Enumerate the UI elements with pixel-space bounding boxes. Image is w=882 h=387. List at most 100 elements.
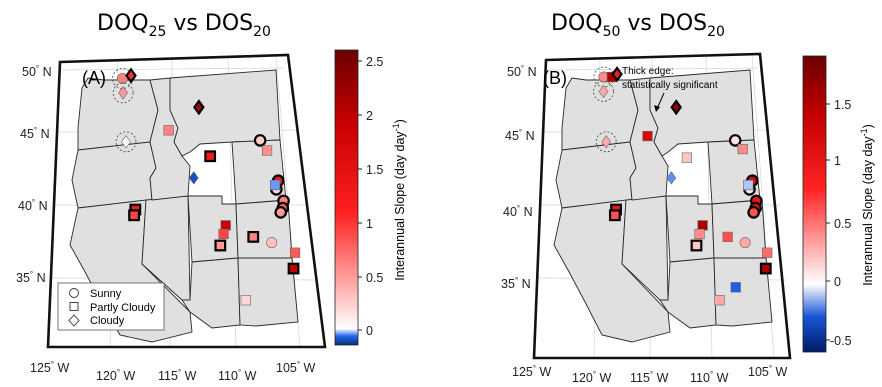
legend-partly-cloudy: Partly Cloudy [90, 302, 156, 314]
station-dashed-ring [115, 131, 137, 153]
lon-label: 115° W [158, 368, 197, 383]
colorbar-b: 1.5 1 0.5 0 -0.5 Interannual Slope (day … [802, 55, 875, 353]
svg-text:1: 1 [834, 154, 841, 168]
station-marker-square [261, 145, 273, 156]
colorbar-gradient [802, 55, 827, 353]
lat-labels-a: 50° N 45° N 40° N 35° N [16, 64, 52, 285]
colorbar-label-a: Interannual Slope (day day-1) [391, 119, 407, 281]
station-marker-diamond [125, 67, 137, 84]
stations-layer-b [593, 66, 773, 306]
station-marker-square [697, 220, 708, 231]
lon-label: 115° W [630, 370, 669, 385]
map-frame [46, 53, 327, 349]
station-marker-square [737, 143, 748, 155]
state-washington [77, 77, 159, 151]
lat-labels-b: 50° N 45° N 40° N 35° N [501, 64, 537, 291]
diamond-marker-icon [68, 314, 80, 327]
colorbar-ticks: 2.5 2 1.5 1 0.5 0 [358, 55, 383, 338]
station-marker-circle [728, 134, 742, 147]
station-marker-circle [266, 237, 278, 249]
svg-text:1.5: 1.5 [834, 98, 851, 112]
station-marker-square [694, 228, 705, 240]
lon-labels-a: 125° W 120° W 115° W 110° W 105° W [30, 360, 316, 383]
panel-a-map [46, 53, 327, 349]
station-marker-square [722, 231, 733, 242]
station-marker-square [204, 150, 217, 163]
svg-text:0.5: 0.5 [834, 217, 851, 231]
station-marker-square [642, 130, 653, 142]
station-marker-square [690, 239, 703, 252]
square-marker-icon [69, 302, 79, 311]
station-marker-square [240, 295, 251, 306]
station-marker-diamond [118, 86, 128, 100]
station-marker-square [608, 209, 621, 222]
station-marker-diamond [193, 99, 205, 116]
lon-label: 105° W [276, 360, 316, 375]
svg-text:1: 1 [366, 217, 373, 231]
station-dashed-ring [112, 82, 134, 104]
svg-text:-0.5: -0.5 [830, 334, 852, 348]
circle-marker-icon [69, 288, 79, 298]
panel-b-map [532, 52, 792, 360]
svg-text:2: 2 [366, 109, 373, 123]
station-marker-square [759, 262, 772, 275]
lat-label: 35° N [16, 270, 46, 285]
station-marker-circle [274, 206, 288, 219]
panel-a: DOQ25 vs DOS20 [16, 11, 407, 383]
station-marker-square [128, 209, 140, 222]
station-marker-square [214, 239, 227, 252]
lat-label: 40° N [503, 204, 533, 219]
lon-label: 120° W [96, 368, 136, 383]
svg-text:0.5: 0.5 [366, 271, 383, 285]
colorbar-label-b: Interannual Slope (day day-1) [859, 124, 875, 286]
significance-annotation: Thick edge: statistically significant [622, 66, 718, 112]
station-dashed-ring [593, 81, 614, 102]
state-oregon [71, 141, 157, 209]
lat-label: 35° N [501, 276, 531, 291]
station-marker-square [730, 282, 741, 293]
stations-layer-a [112, 67, 301, 306]
svg-text:1.5: 1.5 [366, 163, 383, 177]
station-marker-square [163, 125, 174, 136]
annotation-line-1: Thick edge: [622, 66, 674, 77]
station-marker-diamond [611, 66, 623, 83]
svg-text:2.5: 2.5 [366, 55, 383, 69]
state-montana [169, 69, 281, 157]
shape-legend: Sunny Partly Cloudy Cloudy [57, 282, 165, 331]
lon-label: 120° W [572, 370, 612, 385]
station-marker-diamond [601, 135, 612, 149]
state-new-mexico [713, 257, 773, 327]
lon-label: 105° W [748, 364, 788, 379]
station-marker-diamond [598, 84, 609, 99]
panel-b: DOQ50 vs DOS20 [501, 11, 875, 385]
state-new-mexico [237, 257, 299, 327]
station-marker-square [247, 230, 260, 243]
lat-label: 50° N [507, 64, 537, 79]
station-marker-square [762, 247, 773, 258]
station-dashed-ring [595, 131, 617, 153]
lon-labels-b: 125° W 120° W 115° W 110° W 105° W [512, 364, 788, 385]
station-marker-square [269, 179, 281, 191]
station-marker-diamond [670, 99, 683, 116]
station-marker-square [218, 228, 229, 240]
panel-b-label: (B) [543, 68, 567, 88]
legend-cloudy: Cloudy [90, 315, 125, 327]
lat-label: 45° N [20, 126, 50, 141]
station-marker-square [289, 247, 301, 258]
lat-label: 45° N [505, 128, 535, 143]
panel-a-label: (A) [82, 68, 106, 88]
lon-label: 110° W [690, 370, 729, 385]
station-marker-circle [253, 134, 267, 147]
lon-label: 125° W [30, 360, 70, 375]
panel-a-title: DOQ25 vs DOS20 [97, 11, 271, 40]
map-frame [532, 52, 792, 360]
station-marker-square [287, 262, 300, 275]
station-marker-square [220, 220, 231, 231]
station-marker-diamond [188, 171, 199, 185]
svg-text:0: 0 [366, 324, 373, 338]
lat-label: 50° N [22, 64, 52, 79]
station-marker-circle [739, 237, 751, 249]
lat-label: 40° N [18, 198, 48, 213]
state-outlines [553, 69, 773, 343]
